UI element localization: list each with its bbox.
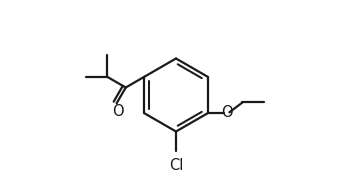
Text: Cl: Cl — [169, 158, 183, 173]
Text: O: O — [221, 105, 232, 120]
Text: O: O — [112, 104, 123, 119]
